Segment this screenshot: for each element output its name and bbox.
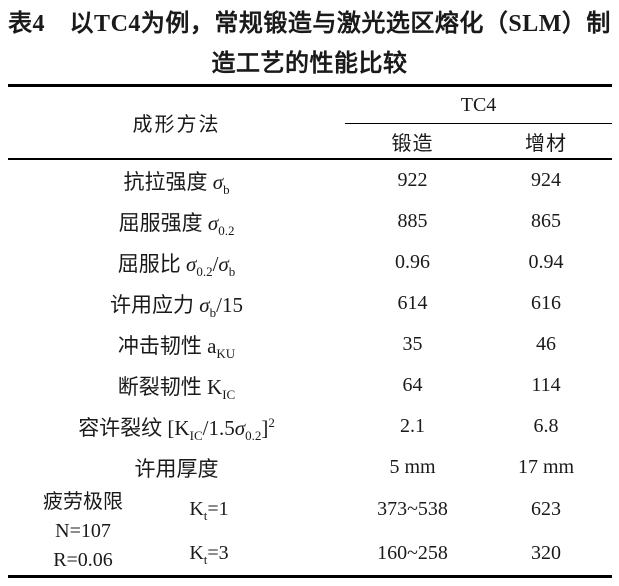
additive-value: 616 bbox=[531, 292, 562, 314]
row-allowable-stress: 许用应力 σb/15 614 616 bbox=[8, 283, 612, 324]
forging-value: 64 bbox=[402, 374, 423, 396]
row-label: 许用厚度 bbox=[134, 456, 219, 481]
additive-value: 114 bbox=[531, 374, 561, 396]
table-body: 抗拉强度 σb 922 924 屈服强度 σ0.2 885 865 屈服比 σ0… bbox=[8, 159, 612, 577]
forging-value: 160~258 bbox=[377, 541, 448, 564]
additive-value: 6.8 bbox=[533, 415, 559, 437]
row-tensile-strength: 抗拉强度 σb 922 924 bbox=[8, 159, 612, 201]
row-yield-strength: 屈服强度 σ0.2 885 865 bbox=[8, 201, 612, 242]
forging-value: 5 mm bbox=[389, 456, 436, 478]
header-col-additive: 增材 bbox=[480, 123, 613, 160]
header-row-group: 成形方法 TC4 bbox=[8, 85, 613, 160]
forging-value: 373~538 bbox=[377, 498, 448, 521]
table-header: 成形方法 TC4 锻造 增材 bbox=[8, 85, 613, 160]
forging-value: 0.96 bbox=[395, 251, 431, 273]
row-label: 许用应力 σb/15 bbox=[110, 292, 243, 320]
additive-value: 0.94 bbox=[528, 251, 564, 273]
row-label: 屈服比 σ0.2/σb bbox=[117, 251, 236, 279]
forging-value: 885 bbox=[397, 210, 428, 232]
header-group-tc4: TC4 bbox=[345, 85, 613, 124]
row-fatigue-kt1: 疲劳极限 N=107 R=0.06 Kt=1 373~538 623 bbox=[8, 488, 612, 571]
forging-value: 35 bbox=[402, 333, 423, 355]
fatigue-label-line2: N=107 bbox=[55, 520, 111, 542]
comparison-table: 成形方法 TC4 锻造 增材 抗拉强度 σb 922 924 屈服强度 σ0.2… bbox=[8, 84, 613, 578]
forging-value: 614 bbox=[397, 292, 428, 314]
additive-value: 623 bbox=[531, 498, 562, 521]
header-row-columns: 锻造 增材 bbox=[8, 123, 613, 160]
fatigue-label-line3: R=0.06 bbox=[53, 549, 113, 571]
row-allowable-crack: 容许裂纹 [KIC/1.5σ0.2]2 2.1 6.8 bbox=[8, 406, 612, 447]
spacer-cell bbox=[260, 488, 345, 577]
forging-value: 2.1 bbox=[400, 415, 426, 437]
kt-condition-label: Kt=1 bbox=[189, 498, 229, 524]
table-title-line2: 造工艺的性能比较 bbox=[211, 51, 408, 77]
row-label: 冲击韧性 aKU bbox=[117, 333, 236, 361]
row-allowable-thickness: 许用厚度 5 mm 17 mm bbox=[8, 447, 612, 488]
fatigue-limit-label: 疲劳极限 N=107 R=0.06 bbox=[8, 488, 158, 577]
row-impact-toughness: 冲击韧性 aKU 35 46 bbox=[8, 324, 612, 365]
row-label: 屈服强度 σ0.2 bbox=[118, 210, 235, 238]
row-label: 容许裂纹 [KIC/1.5σ0.2]2 bbox=[78, 414, 275, 443]
additive-value: 320 bbox=[531, 541, 562, 564]
table-title: 表4 以TC4为例，常规锻造与激光选区熔化（SLM）制 造工艺的性能比较 bbox=[0, 0, 619, 84]
kt-condition-label: Kt=3 bbox=[189, 541, 229, 567]
header-method: 成形方法 bbox=[8, 85, 346, 160]
additive-value: 46 bbox=[536, 333, 557, 355]
additive-value: 17 mm bbox=[517, 456, 575, 478]
forging-value: 922 bbox=[397, 169, 428, 191]
fatigue-label-line1: 疲劳极限 bbox=[43, 491, 123, 513]
row-label: 断裂韧性 KIC bbox=[117, 374, 236, 402]
table-title-line1: 表4 以TC4为例，常规锻造与激光选区熔化（SLM）制 bbox=[8, 11, 611, 37]
row-fracture-toughness: 断裂韧性 KIC 64 114 bbox=[8, 365, 612, 406]
additive-value: 865 bbox=[531, 210, 562, 232]
header-col-forging: 锻造 bbox=[345, 123, 481, 160]
row-fatigue-kt3: Kt=3 160~258 320 bbox=[8, 531, 612, 576]
row-label: 抗拉强度 σb bbox=[123, 169, 230, 197]
additive-value: 924 bbox=[531, 169, 562, 191]
row-yield-ratio: 屈服比 σ0.2/σb 0.96 0.94 bbox=[8, 242, 612, 283]
